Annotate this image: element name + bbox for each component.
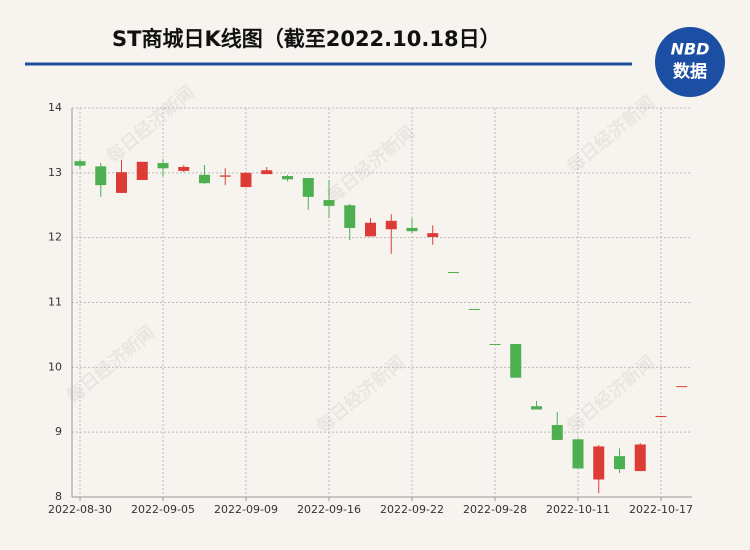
candle-body: [344, 205, 356, 228]
y-tick-label: 10: [48, 360, 62, 373]
candle-body: [219, 175, 231, 177]
logo-top: NBD: [671, 40, 710, 59]
chart-title: ST商城日K线图（截至2022.10.18日）: [112, 27, 501, 51]
candle-body: [178, 166, 190, 171]
x-tick-label: 2022-10-11: [546, 503, 610, 516]
logo-bottom: 数据: [673, 61, 707, 82]
candle-body: [282, 176, 293, 180]
candle-body: [157, 163, 169, 169]
x-tick-label: 2022-10-17: [629, 503, 693, 516]
x-tick-label: 2022-09-09: [214, 503, 278, 516]
candle-body: [74, 161, 86, 166]
logo: [655, 27, 725, 97]
candle-body: [551, 425, 563, 440]
candle-body: [593, 446, 605, 480]
x-tick-label: 2022-09-22: [380, 503, 444, 516]
candle-body: [489, 343, 501, 345]
candle-body: [468, 308, 480, 310]
candle-body: [302, 178, 314, 197]
x-tick-label: 2022-09-16: [297, 503, 361, 516]
candle-body: [385, 220, 397, 230]
candle-body: [261, 170, 273, 175]
candle-body: [510, 343, 522, 378]
candle-body: [676, 386, 688, 388]
y-tick-label: 13: [48, 166, 62, 179]
candle-body: [572, 439, 584, 469]
y-tick-label: 12: [48, 231, 62, 244]
candle-body: [634, 444, 646, 472]
x-tick-label: 2022-09-05: [131, 503, 195, 516]
candle-body: [427, 233, 439, 238]
candle-body: [655, 415, 667, 417]
candle-body: [136, 161, 148, 180]
candle-body: [199, 174, 210, 184]
y-tick-label: 8: [55, 490, 62, 503]
candle-body: [448, 272, 459, 274]
y-tick-label: 11: [48, 296, 62, 309]
candle-body: [531, 406, 542, 410]
candle-body: [406, 227, 418, 232]
candle-body: [116, 172, 127, 193]
candle-body: [240, 172, 252, 188]
y-tick-label: 9: [55, 425, 62, 438]
x-tick-label: 2022-08-30: [48, 503, 112, 516]
candle-body: [365, 222, 376, 237]
x-tick-label: 2022-09-28: [463, 503, 527, 516]
y-tick-label: 14: [48, 101, 62, 114]
candle-body: [95, 166, 107, 186]
candle-body: [614, 456, 625, 470]
candle-body: [323, 200, 335, 206]
